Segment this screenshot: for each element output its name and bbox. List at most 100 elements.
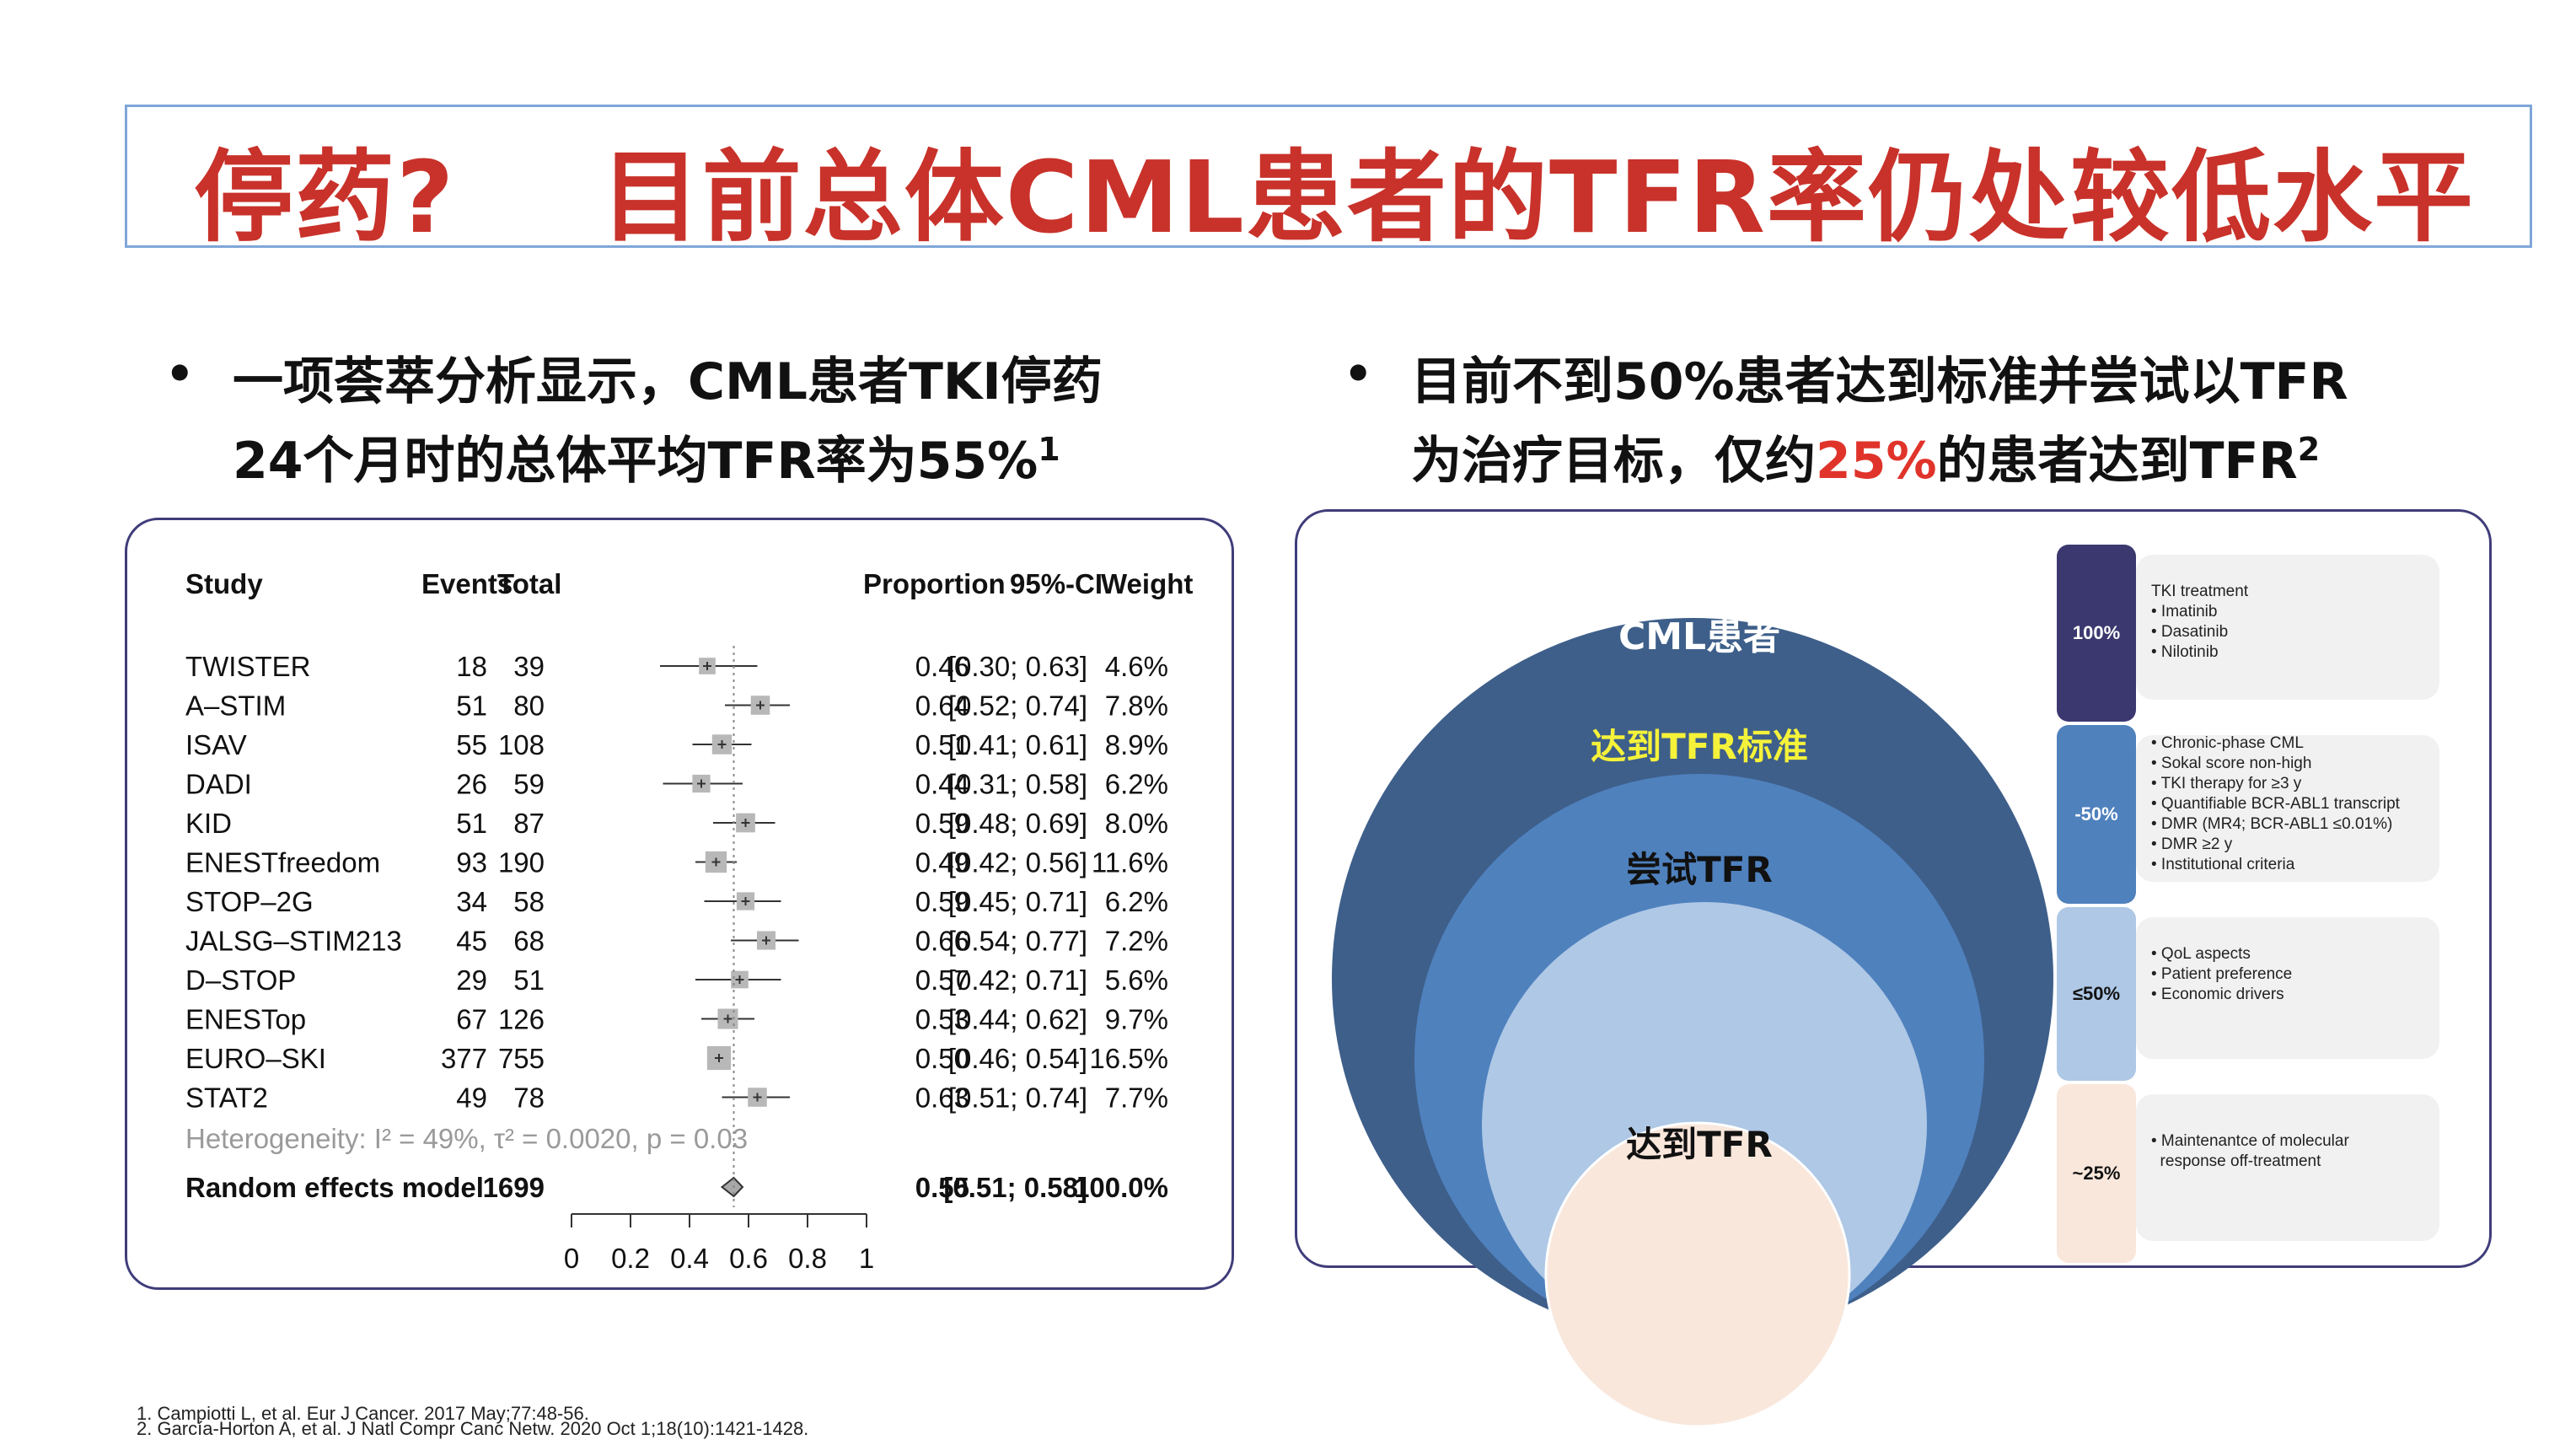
bullet-marker-right: • xyxy=(1344,347,1373,400)
forest-study-label: ISAV xyxy=(185,729,247,760)
forest-row: ISAV 55 108 0.51[0.41; 0.61] 8.9% xyxy=(185,729,1168,760)
footnote-2: 2. García-Horton A, et al. J Natl Compr … xyxy=(137,1418,809,1439)
criteria-card-text: TKI treatment • Imatinib • Dasatinib • Nilo… xyxy=(2151,582,2248,663)
criteria-card-text: • Maintenantce of molecular response off… xyxy=(2151,1131,2349,1172)
forest-total-label: 59 xyxy=(513,769,545,800)
forest-weight-label: 4.6% xyxy=(1105,651,1168,682)
forest-ci-label: [0.48; 0.69] xyxy=(948,808,1087,839)
forest-total-label: 58 xyxy=(513,886,545,917)
forest-events-label: 49 xyxy=(456,1082,487,1114)
forest-study-label: STOP–2G xyxy=(185,886,314,917)
forest-weight-label: 9.7% xyxy=(1105,1004,1168,1035)
criteria-line: • QoL aspects xyxy=(2151,945,2251,963)
forest-plot-panel xyxy=(125,518,1234,1290)
forest-axis-tick-label: 0.8 xyxy=(788,1243,827,1274)
forest-proportion-label: 0.50 xyxy=(915,1043,969,1074)
criteria-card xyxy=(2136,917,2439,1059)
left-bullet-line2: 24个月时的总体平均TFR率为55%1 xyxy=(233,420,1060,493)
header-ci: 95%-CI xyxy=(1010,568,1103,599)
venn-circle-achieve-tfr xyxy=(1544,1121,1851,1428)
forest-events-label: 29 xyxy=(456,964,487,996)
forest-study-label: ENESTop xyxy=(185,1004,306,1035)
criteria-line: • Quantifiable BCR-ABL1 transcript xyxy=(2151,795,2400,813)
footnote-1: 1. Campiotti L, et al. Eur J Cancer. 201… xyxy=(137,1403,589,1424)
forest-weight-label: 7.7% xyxy=(1105,1082,1168,1114)
forest-total-label: 108 xyxy=(498,729,545,760)
forest-proportion-label: 0.51 xyxy=(915,729,969,760)
forest-study-label: DADI xyxy=(185,769,252,800)
forest-events-label: 26 xyxy=(456,769,487,800)
forest-events-label: 377 xyxy=(441,1043,487,1074)
forest-study-label: JALSG–STIM213 xyxy=(185,926,402,957)
forest-events-label: 45 xyxy=(456,926,487,957)
right-bullet-highlight: 25% xyxy=(1816,432,1937,491)
forest-row: A–STIM 51 80 0.64[0.52; 0.74] 7.8% xyxy=(185,690,1168,722)
criteria-line: • Dasatinib xyxy=(2151,623,2229,641)
forest-total-label: 80 xyxy=(513,690,545,722)
forest-weight-label: 8.0% xyxy=(1105,808,1168,839)
header-study: Study xyxy=(185,568,263,599)
left-bullet-line1: 一项荟萃分析显示，CML患者TKI停药 xyxy=(233,352,1103,411)
criteria-line: • Patient preference xyxy=(2151,965,2293,983)
forest-proportion-label: 0.59 xyxy=(915,886,969,917)
forest-ci-label: [0.52; 0.74] xyxy=(948,690,1087,722)
forest-row: JALSG–STIM213 45 68 0.66[0.54; 0.77] 7.2% xyxy=(185,926,1168,957)
criteria-line: • Institutional criteria xyxy=(2151,856,2295,873)
right-bullet-line2-b: 的患者达到TFR xyxy=(1936,432,2298,491)
forest-summary-ci: [0.51; 0.58] xyxy=(943,1172,1087,1203)
forest-row: ENESTop 67 126 0.53[0.44; 0.62] 9.7% xyxy=(185,1004,1168,1035)
forest-proportion-label: 0.63 xyxy=(915,1082,969,1114)
forest-row: D–STOP 29 51 0.57[0.42; 0.71] 5.6% xyxy=(185,964,1168,996)
forest-row: STOP–2G 34 58 0.59[0.45; 0.71] 6.2% xyxy=(185,886,1168,917)
forest-axis-tick-label: 1 xyxy=(859,1243,874,1274)
forest-row: KID 51 87 0.59[0.48; 0.69] 8.0% xyxy=(185,808,1168,839)
forest-total-label: 78 xyxy=(513,1082,545,1114)
header-events: Events xyxy=(421,568,513,599)
forest-study-label: STAT2 xyxy=(185,1082,268,1114)
card-percent-badge: ≤50% xyxy=(2057,907,2136,1081)
forest-total-label: 126 xyxy=(498,1004,545,1035)
criteria-line: • Maintenantce of molecular xyxy=(2151,1132,2349,1150)
forest-weight-label: 11.6% xyxy=(1092,847,1168,878)
forest-ci-label: [0.30; 0.63] xyxy=(948,651,1087,682)
criteria-line: • Economic drivers xyxy=(2151,986,2284,1003)
forest-study-label: A–STIM xyxy=(185,690,286,722)
criteria-line: • Nilotinib xyxy=(2151,643,2219,661)
title-box xyxy=(125,105,2532,248)
forest-study-label: D–STOP xyxy=(185,964,296,996)
forest-row: EURO–SKI 377 755 0.50[0.46; 0.54] 16.5% xyxy=(185,1043,1168,1074)
forest-summary-total: 1699 xyxy=(483,1172,545,1203)
right-bullet-line2-a: 为治疗目标，仅约 xyxy=(1411,432,1816,491)
forest-total-label: 87 xyxy=(513,808,545,839)
forest-axis-tick-label: 0.6 xyxy=(729,1243,768,1274)
forest-ci-label: [0.46; 0.54] xyxy=(948,1043,1087,1074)
forest-total-label: 51 xyxy=(513,964,545,996)
left-bullet-line2-text: 24个月时的总体平均TFR率为55% xyxy=(233,432,1038,491)
forest-proportion-label: 0.59 xyxy=(915,808,969,839)
venn-label-attempt-tfr: 尝试TFR xyxy=(1626,849,1773,890)
forest-proportion-label: 0.57 xyxy=(915,964,969,996)
criteria-line: • Chronic-phase CML xyxy=(2151,734,2304,752)
criteria-line: response off-treatment xyxy=(2151,1152,2321,1170)
forest-ci-label: [0.42; 0.56] xyxy=(948,847,1087,878)
forest-study-label: ENESTfreedom xyxy=(185,847,380,878)
forest-proportion-label: 0.44 xyxy=(915,769,969,800)
forest-axis-tick-label: 0.2 xyxy=(611,1243,650,1274)
forest-study-label: KID xyxy=(185,808,232,839)
forest-ci-label: [0.54; 0.77] xyxy=(948,926,1087,957)
forest-weight-label: 6.2% xyxy=(1105,886,1168,917)
forest-ci-label: [0.41; 0.61] xyxy=(948,729,1087,760)
card-percent-badge: 100% xyxy=(2057,545,2136,722)
criteria-line: • Sokal score non-high xyxy=(2151,755,2312,772)
forest-summary-label: Random effects model xyxy=(185,1172,484,1203)
forest-weight-label: 5.6% xyxy=(1105,964,1168,996)
forest-row: ENESTfreedom 93 190 0.49[0.42; 0.56] 11.6% xyxy=(185,847,1168,878)
forest-axis-tick-label: 0 xyxy=(564,1243,579,1274)
header-proportion: Proportion xyxy=(863,568,1006,599)
forest-plot: Study Events Total Proportion 95%-CI Wei… xyxy=(185,568,1193,1274)
criteria-line: • Imatinib xyxy=(2151,603,2218,620)
forest-weight-label: 6.2% xyxy=(1105,769,1168,800)
forest-total-label: 755 xyxy=(498,1043,545,1074)
forest-ci-label: [0.51; 0.74] xyxy=(948,1082,1087,1114)
forest-events-label: 93 xyxy=(456,847,487,878)
